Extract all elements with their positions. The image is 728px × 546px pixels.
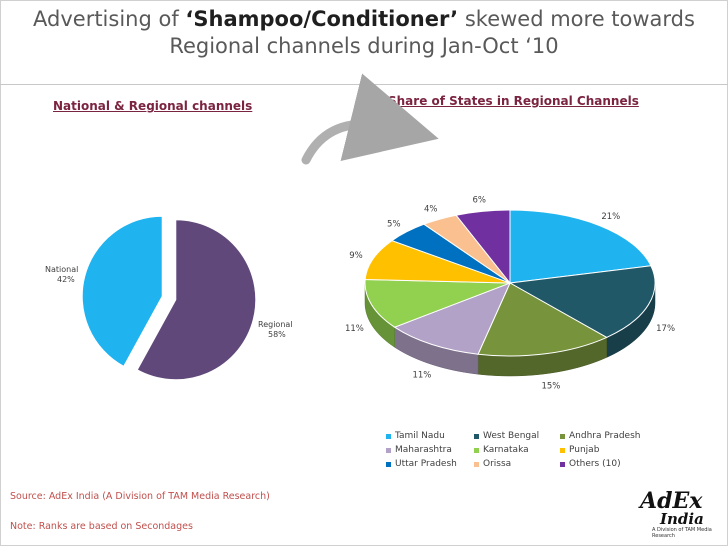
legend-item-andhra-pradesh: Andhra Pradesh [560, 431, 656, 441]
pie-value-national: 42% [57, 275, 75, 284]
pie-value-west-bengal: 17% [656, 324, 675, 334]
title-line1: Advertising of ‘Shampoo/Conditioner’ ske… [33, 7, 695, 31]
legend-swatch [386, 433, 391, 439]
legend-item-karnataka: Karnataka [474, 445, 560, 455]
pie-slice-tamil-nadu [509, 209, 652, 284]
legend-swatch [560, 433, 565, 439]
legend-swatch [474, 447, 479, 453]
legend-swatch [474, 461, 479, 467]
legend-swatch [560, 447, 565, 453]
national-regional-subtitle: National & Regional channels [53, 99, 253, 113]
legend-label: Others (10) [569, 459, 621, 469]
pie-slice-andhra-pradesh [477, 282, 608, 357]
pie-value-uttar-pradesh: 5% [387, 219, 401, 229]
pie-value-maharashtra: 11% [412, 371, 431, 381]
legend-swatch [386, 461, 391, 467]
legend-item-uttar-pradesh: Uttar Pradesh [386, 459, 474, 469]
title-line2: Regional channels during Jan-Oct ‘10 [169, 34, 559, 58]
legend-label: Andhra Pradesh [569, 431, 641, 441]
legend-label: Orissa [483, 459, 512, 469]
legend-label: Tamil Nadu [395, 431, 445, 441]
pie-slice-punjab [364, 240, 511, 284]
legend-item-orissa: Orissa [474, 459, 560, 469]
states-share-pie: 21% 17% 15% 11% 11% 9% 5% 4% 6% [345, 196, 675, 392]
legend-item-punjab: Punjab [560, 445, 656, 455]
curved-arrow-icon [301, 73, 439, 165]
pie-slice-regional [136, 219, 257, 381]
pie-slice-others-10 [455, 209, 511, 285]
legend-label: Karnataka [483, 445, 529, 455]
legend-label: Punjab [569, 445, 600, 455]
pie-slice-national [81, 215, 163, 368]
states-legend: Tamil Nadu West Bengal Andhra Pradesh Mahar… [386, 431, 656, 469]
legend-swatch [386, 447, 391, 453]
legend-label: Maharashtra [395, 445, 452, 455]
pie-value-andhra-pradesh: 15% [541, 381, 560, 391]
pie-value-punjab: 9% [349, 251, 363, 261]
pie-value-others-10: 6% [472, 196, 486, 206]
legend-item-tamil-nadu: Tamil Nadu [386, 431, 474, 441]
pie-slice-west-bengal [508, 265, 656, 338]
legend-swatch [560, 461, 565, 467]
legend-item-others-10: Others (10) [560, 459, 656, 469]
ranks-note: Note: Ranks are based on Secondages [10, 521, 193, 532]
pie-value-karnataka: 11% [345, 324, 364, 334]
pie-label-national: National [45, 265, 78, 274]
states-share-subtitle: Share of States in Regional Channels [388, 94, 639, 108]
pie-slice-karnataka [364, 279, 511, 328]
source-note: Source: AdEx India (A Division of TAM Me… [10, 491, 270, 502]
legend-item-maharashtra: Maharashtra [386, 445, 474, 455]
pie-value-tamil-nadu: 21% [601, 212, 620, 222]
pie-label-regional: Regional [258, 320, 293, 329]
pie-slice-maharashtra [393, 282, 511, 355]
legend-label: West Bengal [483, 431, 540, 441]
adex-india-logo: AdEx India A Division of TAM Media Resea… [640, 488, 712, 539]
pie-value-regional: 58% [268, 330, 286, 339]
pie-value-orissa: 4% [424, 205, 438, 215]
legend-item-west-bengal: West Bengal [474, 431, 560, 441]
slide-title: Advertising of ‘Shampoo/Conditioner’ ske… [0, 6, 728, 60]
legend-label: Uttar Pradesh [395, 459, 457, 469]
legend-swatch [474, 433, 479, 439]
